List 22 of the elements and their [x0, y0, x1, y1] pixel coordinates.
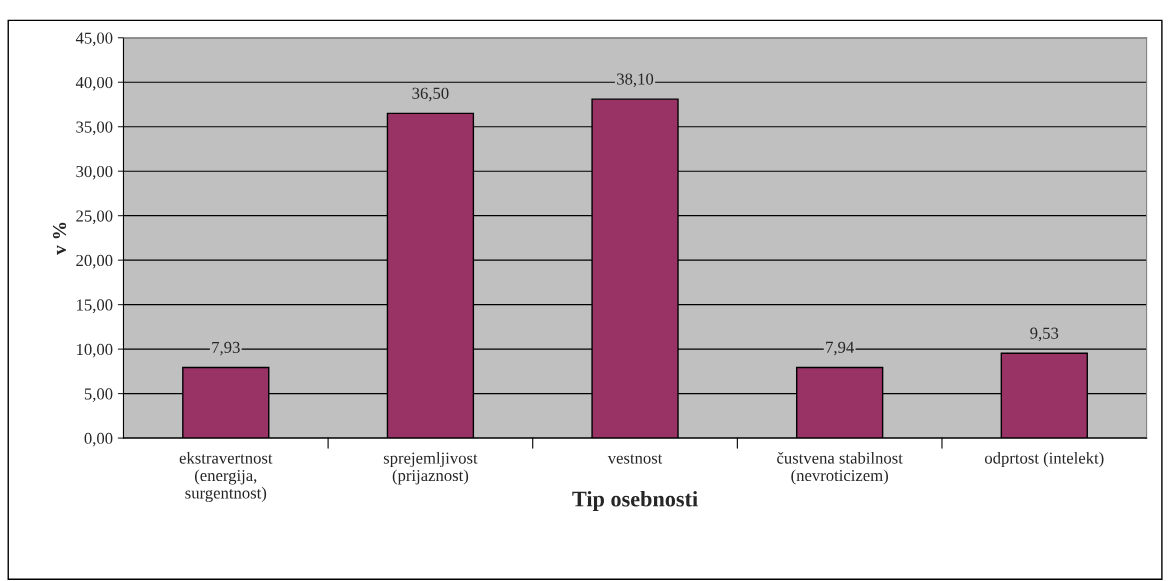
x-tick-label: odprtost (intelekt) [984, 451, 1104, 468]
data-label: 7,93 [212, 341, 240, 356]
y-tick-label: 15,00 [77, 299, 113, 313]
y-tick-label: 20,00 [76, 254, 113, 269]
data-label: 36,50 [412, 87, 449, 102]
data-label: 9,53 [1030, 327, 1059, 342]
x-tick-label: čustvena stabilnost (nevroticizem) [777, 451, 903, 485]
data-label: 38,10 [617, 73, 654, 88]
data-label: 7,94 [826, 341, 854, 356]
y-tick-label: 45,00 [75, 32, 113, 47]
x-tick-label: vestnost [607, 454, 663, 464]
y-tick-label: 5,00 [84, 388, 113, 402]
y-tick-label: 40,00 [75, 76, 113, 91]
x-tick-label: sprejemljivost (prijaznost) [383, 451, 478, 485]
y-tick-label: 35,00 [76, 121, 113, 136]
y-axis-title: v % [52, 222, 67, 255]
y-tick-label: 0,00 [84, 432, 113, 447]
y-tick-label: 10,00 [77, 343, 113, 358]
x-axis-title: Tip osebnosti [572, 490, 698, 512]
y-tick-label: 25,00 [76, 210, 113, 225]
y-tick-label: 30,00 [76, 165, 113, 180]
x-tick-label: ekstravertnost (energija, surgentnost) [179, 451, 273, 503]
